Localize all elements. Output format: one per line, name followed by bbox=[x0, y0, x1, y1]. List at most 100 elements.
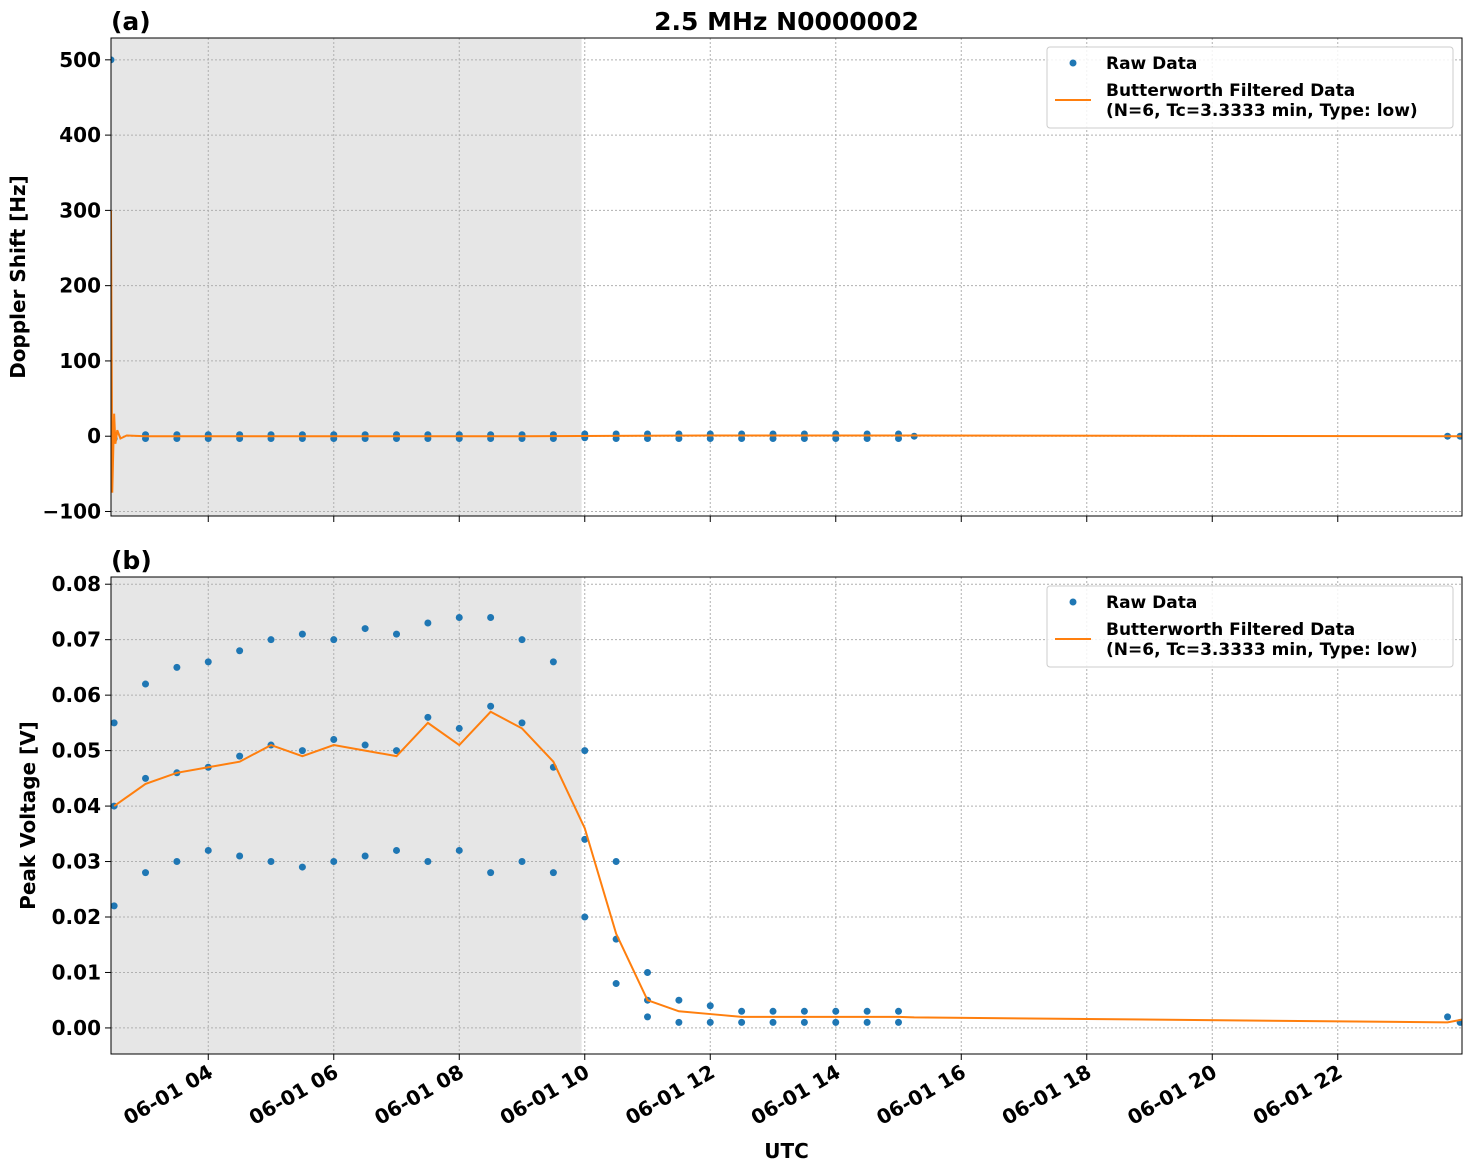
raw-point bbox=[581, 913, 589, 921]
raw-point bbox=[863, 1018, 871, 1026]
raw-point bbox=[769, 434, 777, 442]
y-tick-label: −100 bbox=[42, 499, 101, 523]
raw-point bbox=[549, 869, 557, 877]
shaded-region bbox=[111, 38, 582, 516]
raw-point bbox=[675, 996, 683, 1004]
x-tick-label: 06-01 18 bbox=[998, 1060, 1096, 1130]
panel-label: (a) bbox=[111, 7, 151, 36]
filtered-line bbox=[113, 710, 1462, 1024]
raw-point bbox=[832, 1007, 840, 1015]
raw-point bbox=[267, 858, 275, 866]
raw-point bbox=[738, 1018, 746, 1026]
raw-point bbox=[518, 636, 526, 644]
legend-box bbox=[1046, 585, 1454, 668]
raw-point bbox=[895, 1018, 903, 1026]
raw-point bbox=[706, 434, 714, 442]
raw-point bbox=[832, 434, 840, 442]
raw-point bbox=[204, 658, 212, 666]
raw-point bbox=[455, 724, 463, 732]
raw-point bbox=[738, 1007, 746, 1015]
raw-point bbox=[298, 863, 306, 871]
raw-point bbox=[863, 1007, 871, 1015]
raw-point bbox=[455, 613, 463, 621]
raw-point bbox=[769, 1018, 777, 1026]
raw-point bbox=[330, 636, 338, 644]
raw-point bbox=[706, 1018, 714, 1026]
raw-point bbox=[298, 747, 306, 755]
raw-point bbox=[863, 434, 871, 442]
y-tick-label: 500 bbox=[59, 48, 101, 72]
y-tick-label: 0.05 bbox=[52, 739, 101, 763]
raw-point bbox=[142, 680, 150, 688]
raw-point bbox=[644, 968, 652, 976]
panel-label: (b) bbox=[111, 546, 152, 575]
raw-point bbox=[895, 434, 903, 442]
raw-point bbox=[487, 613, 495, 621]
legend-label: Butterworth Filtered Data bbox=[1106, 81, 1355, 101]
y-tick-label: 0.07 bbox=[52, 628, 101, 652]
filtered-line bbox=[111, 210, 1462, 493]
raw-point bbox=[644, 434, 652, 442]
raw-point bbox=[236, 852, 244, 860]
raw-point bbox=[424, 619, 432, 627]
legend-label: Raw Data bbox=[1106, 593, 1197, 613]
legend-label: Raw Data bbox=[1106, 54, 1197, 74]
raw-point bbox=[549, 658, 557, 666]
raw-point bbox=[330, 858, 338, 866]
legend-note: (N=6, Tc=3.3333 min, Type: low) bbox=[1106, 101, 1418, 121]
raw-point bbox=[361, 625, 369, 633]
y-tick-label: 0.06 bbox=[52, 683, 101, 707]
x-tick-label: 06-01 10 bbox=[496, 1060, 594, 1130]
raw-point bbox=[111, 719, 118, 727]
y-tick-label: 200 bbox=[59, 274, 101, 298]
raw-point bbox=[424, 713, 432, 721]
raw-point bbox=[612, 980, 620, 988]
raw-point bbox=[142, 869, 150, 877]
raw-point bbox=[706, 1002, 714, 1010]
y-axis-label: Doppler Shift [Hz] bbox=[6, 175, 30, 379]
x-tick-label: 06-01 22 bbox=[1249, 1060, 1347, 1130]
raw-point bbox=[424, 858, 432, 866]
raw-point bbox=[612, 858, 620, 866]
chart-title: 2.5 MHz N0000002 bbox=[654, 7, 919, 36]
y-tick-label: 0.01 bbox=[52, 960, 101, 984]
x-tick-label: 06-01 20 bbox=[1123, 1060, 1221, 1130]
raw-point bbox=[800, 434, 808, 442]
y-tick-label: 0 bbox=[87, 424, 101, 448]
raw-point bbox=[644, 1013, 652, 1021]
raw-point bbox=[675, 434, 683, 442]
y-tick-label: 0.03 bbox=[52, 850, 101, 874]
plot-area bbox=[111, 613, 1462, 1026]
plot-frame bbox=[110, 37, 1463, 517]
raw-point bbox=[111, 902, 118, 910]
y-tick-label: 0.04 bbox=[52, 794, 101, 818]
plot-area bbox=[111, 56, 1462, 493]
x-tick-label: 06-01 08 bbox=[370, 1060, 468, 1130]
x-tick-label: 06-01 14 bbox=[747, 1060, 845, 1130]
raw-point bbox=[1444, 1013, 1452, 1021]
x-tick-label: 06-01 04 bbox=[119, 1060, 217, 1130]
raw-point bbox=[518, 858, 526, 866]
legend-marker bbox=[1069, 598, 1077, 606]
raw-point bbox=[393, 630, 401, 638]
legend-box bbox=[1046, 46, 1454, 129]
raw-point bbox=[832, 1018, 840, 1026]
raw-point bbox=[895, 1007, 903, 1015]
y-tick-label: 100 bbox=[59, 349, 101, 373]
legend-marker bbox=[1069, 59, 1077, 67]
raw-point bbox=[487, 869, 495, 877]
raw-point bbox=[204, 846, 212, 854]
y-tick-label: 400 bbox=[59, 123, 101, 147]
raw-point bbox=[173, 663, 181, 671]
raw-point bbox=[236, 752, 244, 760]
x-tick-label: 06-01 16 bbox=[872, 1060, 970, 1130]
raw-point bbox=[361, 741, 369, 749]
raw-point bbox=[518, 719, 526, 727]
x-tick-label: 06-01 12 bbox=[621, 1060, 719, 1130]
raw-point bbox=[769, 1007, 777, 1015]
raw-point bbox=[173, 858, 181, 866]
plot-frame bbox=[110, 576, 1463, 1055]
raw-point bbox=[800, 1007, 808, 1015]
raw-point bbox=[487, 702, 495, 710]
